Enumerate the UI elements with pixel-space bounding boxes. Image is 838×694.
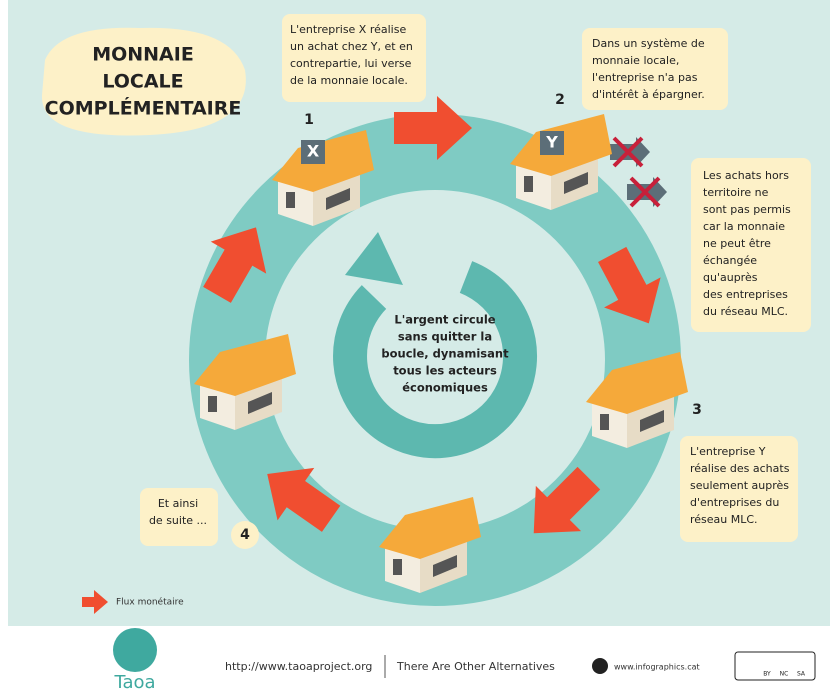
step-number: 1 — [304, 112, 314, 128]
infographic: MONNAIE LOCALE COMPLÉMENTAIRE X Y 1 2 3 4 L'entre… — [0, 0, 838, 694]
logo-circle — [113, 628, 157, 672]
title-line: LOCALE — [102, 71, 183, 93]
center-line: tous les acteurs — [393, 364, 497, 378]
license-label: NC — [780, 671, 789, 678]
callout-line: d'entreprises du — [690, 496, 779, 509]
callout-line: L'entreprise Y — [690, 445, 766, 458]
legend-label: Flux monétaire — [116, 597, 184, 608]
callout-line: de suite ... — [149, 514, 207, 527]
window — [524, 176, 533, 192]
step-number: 3 — [692, 402, 702, 418]
title-line: COMPLÉMENTAIRE — [45, 97, 242, 120]
center-line: boucle, dynamisant — [381, 347, 509, 361]
window — [208, 396, 217, 412]
window — [600, 414, 609, 430]
callout-line: échangée — [703, 254, 757, 267]
house-label: X — [307, 142, 320, 161]
callout-line: qu'auprès — [703, 271, 758, 284]
callout-line: territoire ne — [703, 186, 769, 199]
callout-line: Et ainsi — [158, 497, 198, 510]
title-line: MONNAIE — [92, 44, 194, 66]
callout-line: Dans un système de — [592, 37, 705, 50]
infographics-icon — [592, 658, 608, 674]
callout-line: ne peut être — [703, 237, 771, 250]
callout-line: réseau MLC. — [690, 513, 758, 526]
callout-line: de la monnaie locale. — [290, 74, 408, 87]
callout-line: réalise des achats — [690, 462, 790, 475]
license-label: SA — [797, 671, 806, 678]
footer-tagline: There Are Other Alternatives — [396, 660, 555, 673]
callout-line: du réseau MLC. — [703, 305, 788, 318]
callout-line: monnaie locale, — [592, 54, 679, 67]
step-number: 2 — [555, 92, 565, 108]
footer-url: http://www.taoaproject.org — [225, 660, 372, 673]
license-label: BY — [763, 671, 771, 678]
logo-text: Taoa — [113, 672, 155, 693]
window — [286, 192, 295, 208]
callout-line: l'entreprise n'a pas — [592, 71, 698, 84]
legend-arrow — [82, 597, 96, 607]
callout-line: seulement auprès — [690, 479, 789, 492]
callout-line: car la monnaie — [703, 220, 785, 233]
footer-site: www.infographics.cat — [614, 663, 700, 672]
house-label: Y — [545, 133, 558, 152]
center-line: économiques — [402, 381, 488, 395]
center-line: L'argent circule — [394, 313, 495, 327]
callout-line: L'entreprise X réalise — [290, 23, 406, 36]
callout-line: d'intérêt à épargner. — [592, 88, 705, 101]
callout-line: un achat chez Y, et en — [290, 40, 413, 53]
callout-line: des entreprises — [703, 288, 788, 301]
callout-line: contrepartie, lui verse — [290, 57, 412, 70]
step-number: 4 — [240, 527, 250, 543]
callout-line: Les achats hors — [703, 169, 789, 182]
center-line: sans quitter la — [398, 330, 492, 344]
callout-line: sont pas permis — [703, 203, 791, 216]
window — [393, 559, 402, 575]
